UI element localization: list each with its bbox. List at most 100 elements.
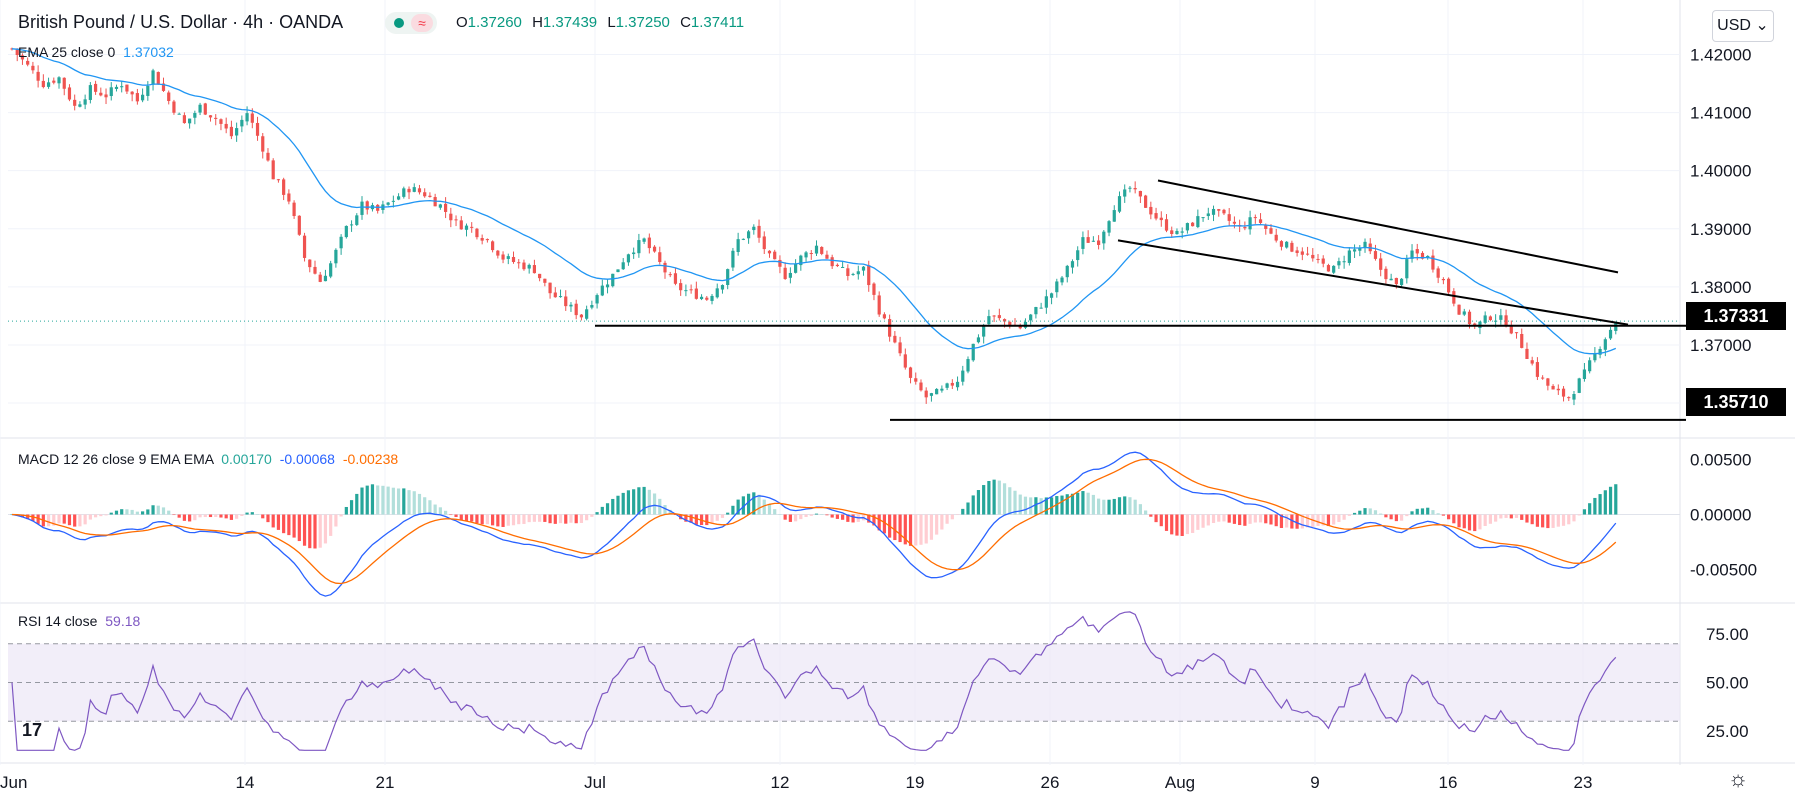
macd-legend[interactable]: MACD 12 26 close 9 EMA EMA 0.00170 -0.00… [18, 451, 398, 467]
macd-histogram-bar [1504, 514, 1508, 518]
symbol-title[interactable]: British Pound / U.S. Dollar · 4h · OANDA [18, 12, 344, 32]
candle-body [302, 235, 307, 258]
macd-histogram-bar [292, 514, 296, 538]
macd-histogram-bar [600, 506, 604, 515]
macd-histogram-bar [1332, 514, 1336, 525]
candle-body [261, 136, 265, 152]
candle-body [966, 359, 970, 372]
candle-body [255, 122, 260, 136]
macd-histogram-bar [1217, 514, 1221, 522]
macd-histogram-bar [987, 480, 991, 515]
candle-body [62, 77, 66, 89]
macd-histogram-bar [318, 514, 322, 548]
candle-body [93, 83, 98, 92]
macd-histogram-bar [543, 514, 547, 522]
macd-histogram-bar [976, 490, 981, 515]
macd-histogram-bar [219, 514, 223, 518]
candle-body [250, 113, 254, 123]
macd-histogram-bar [710, 514, 714, 524]
macd-histogram-bar [1258, 514, 1263, 523]
candle-body [987, 316, 991, 325]
candle-body [841, 266, 845, 268]
candle-body [574, 303, 578, 316]
candle-body [391, 200, 395, 202]
macd-histogram-bar [1535, 514, 1540, 527]
macd-histogram-bar [287, 514, 291, 536]
macd-histogram-bar [647, 489, 651, 515]
tradingview-logo-icon[interactable]: 17 [22, 720, 43, 740]
macd-histogram-bar [438, 507, 442, 515]
macd-histogram-bar [595, 512, 599, 515]
candle-body [961, 370, 965, 382]
macd-histogram-bar [558, 514, 563, 524]
macd-histogram-bar [1065, 494, 1069, 515]
candle-body [1154, 213, 1158, 219]
currency-selector[interactable]: USD ⌄ [1712, 10, 1774, 42]
annotations [8, 179, 1686, 421]
macd-histogram-bar [1112, 498, 1116, 515]
macd-histogram-bar [198, 514, 202, 518]
macd-histogram-bar [569, 514, 573, 523]
candle-body [167, 92, 171, 102]
high-label: H [532, 14, 543, 31]
macd-histogram-bar [1117, 497, 1122, 515]
x-tick-label: Aug [1165, 773, 1195, 792]
candle-body [590, 305, 594, 308]
candle-body [1055, 281, 1059, 293]
macd-histogram-bar [898, 514, 902, 543]
rsi-tick-label: 50.00 [1706, 674, 1749, 693]
ema-legend[interactable]: EMA 25 close 0 1.37032 [18, 44, 174, 60]
channel-top-line [1157, 179, 1619, 274]
candle-body [1107, 221, 1111, 233]
macd-histogram-bar [308, 514, 312, 549]
rsi-line [11, 611, 1617, 751]
candle-body [908, 367, 913, 378]
candle-body [26, 60, 30, 65]
candle-body [1096, 240, 1101, 245]
candle-body [1164, 219, 1169, 231]
x-tick-label: 21 [376, 773, 395, 792]
gear-icon[interactable]: ☼ [1728, 766, 1749, 791]
macd-histogram-bar [1394, 514, 1398, 522]
macd-histogram-bar [1541, 514, 1545, 528]
candle-body [564, 296, 568, 307]
candle-body [104, 94, 108, 98]
candle-body [1321, 258, 1325, 264]
candle-body [1551, 385, 1555, 390]
candle-body [1499, 315, 1503, 320]
macd-histogram-bar [1023, 496, 1028, 515]
candle-body [715, 288, 719, 298]
candle-body [788, 272, 792, 278]
macd-histogram-bar [104, 514, 108, 516]
macd-histogram-bar [261, 514, 265, 519]
macd-histogram-bar [997, 480, 1001, 515]
rsi-tick-label: 75.00 [1706, 625, 1749, 644]
candle-body [1593, 353, 1597, 361]
candle-body [929, 393, 934, 396]
macd-histogram-bar [161, 507, 166, 515]
candle-body [1170, 230, 1174, 234]
macd-histogram-bar [496, 514, 500, 527]
candle-body [1123, 189, 1127, 197]
candle-body [1039, 307, 1043, 309]
candle-body [825, 254, 829, 259]
market-status-badge[interactable]: ≈ [385, 12, 437, 34]
macd-histogram-bar [1389, 514, 1393, 520]
candle-body [491, 241, 495, 251]
macd-histogram-bar [276, 514, 281, 530]
rsi-tick-label: 25.00 [1706, 722, 1749, 741]
close-label: C [680, 14, 691, 31]
rsi-legend[interactable]: RSI 14 close 59.18 [18, 613, 140, 629]
macd-histogram-bar [1614, 484, 1618, 515]
macd-tick-label: 0.00000 [1690, 506, 1751, 525]
macd-histogram-bar [1431, 510, 1435, 515]
macd-histogram-bar [423, 497, 427, 515]
macd-histogram-bar [579, 514, 584, 523]
macd-histogram-bar [585, 514, 589, 521]
macd-histogram-bar [1029, 497, 1033, 515]
macd-histogram-bar [726, 512, 730, 515]
candle-body [506, 256, 510, 259]
macd-histogram-bar [605, 503, 610, 515]
candle-body [1452, 291, 1456, 304]
